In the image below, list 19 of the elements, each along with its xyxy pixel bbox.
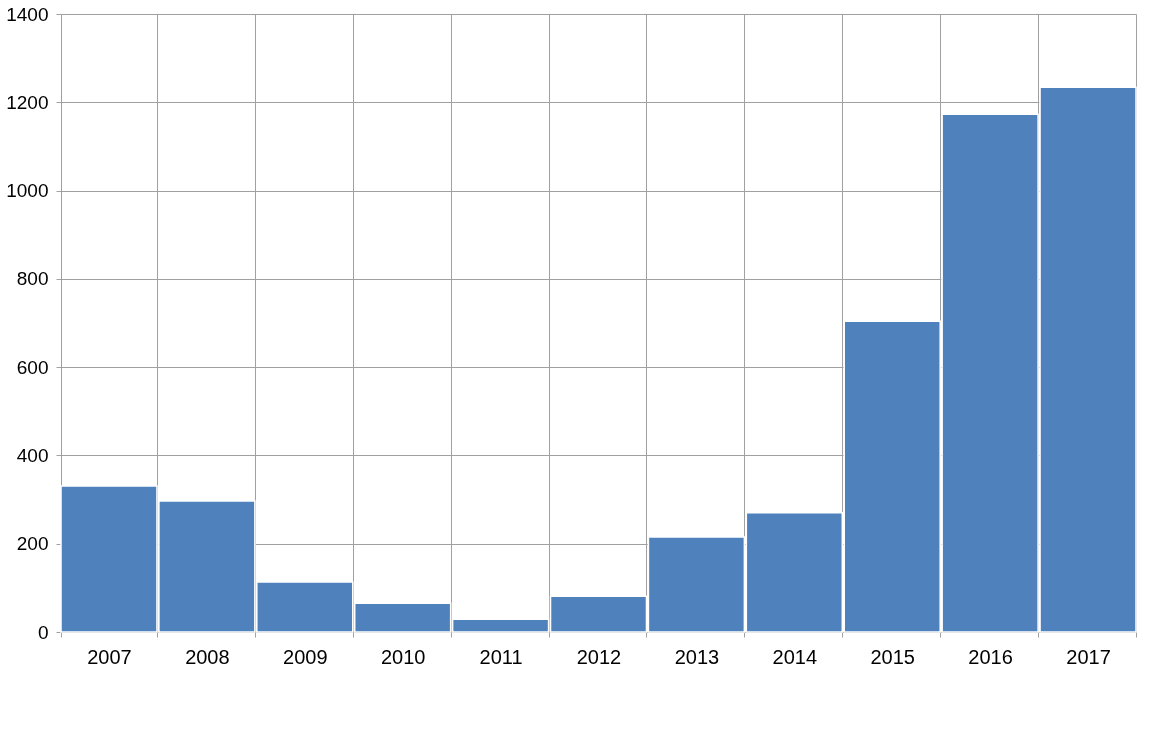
y-tick-label: 0 (37, 621, 49, 643)
y-tick-label: 800 (16, 268, 49, 290)
y-tick-label: 600 (16, 356, 49, 378)
x-tick-label: 2012 (576, 645, 622, 668)
x-tick-label: 2010 (380, 645, 426, 668)
y-tick-label: 1200 (6, 91, 49, 113)
x-tick-label: 2009 (283, 645, 328, 668)
x-tick-label: 2007 (87, 645, 132, 668)
x-tick-label: 2013 (674, 645, 720, 668)
x-tick-label: 2016 (968, 645, 1013, 668)
x-tick-label: 2015 (870, 645, 915, 668)
y-tick-label: 200 (16, 533, 49, 555)
y-tick-label: 1000 (6, 180, 49, 202)
y-tick-label: 400 (16, 444, 49, 466)
y-tick-label: 1400 (6, 3, 49, 25)
x-tick-label: 2011 (479, 645, 523, 668)
x-tick-label: 2017 (1066, 645, 1111, 668)
x-tick-label: 2008 (185, 645, 230, 668)
x-tick-label: 2014 (772, 645, 818, 668)
